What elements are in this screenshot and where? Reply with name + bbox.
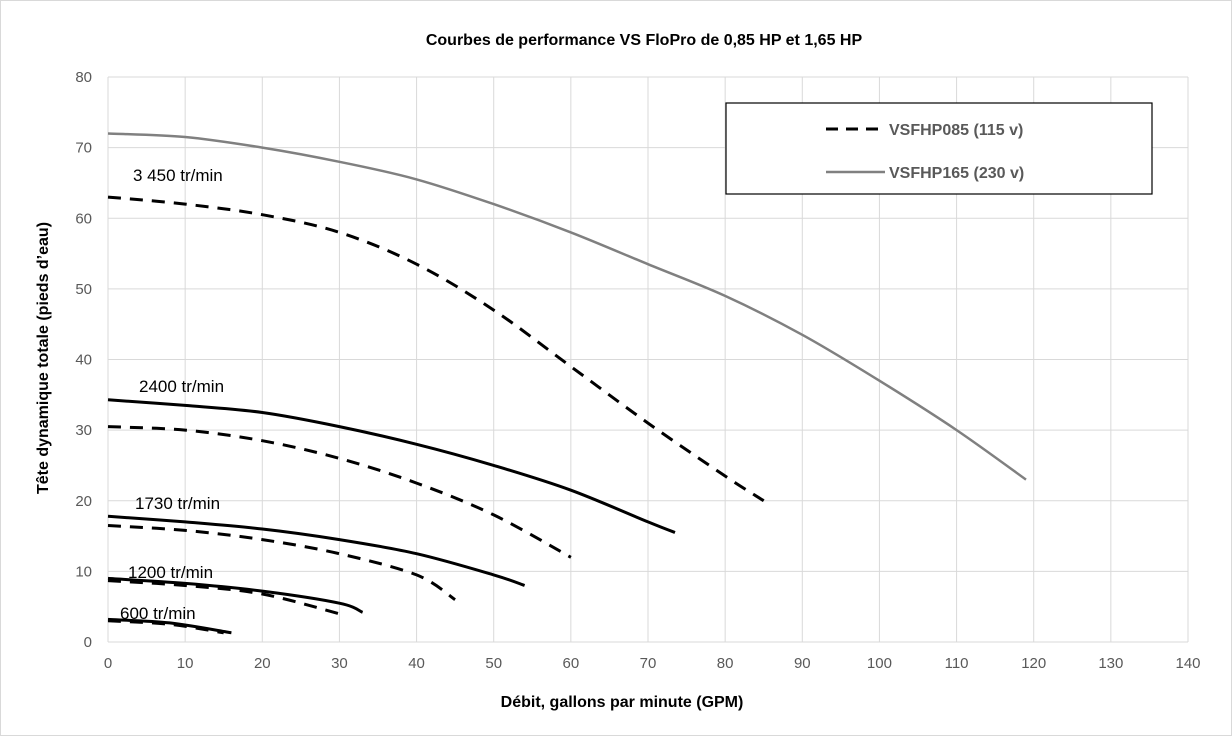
series-line-vsfhp165 — [107, 132, 1027, 481]
legend-box — [725, 102, 1153, 195]
series-line-vsfhp165-1200 — [107, 576, 364, 614]
series-line-vsfhp085-1730 — [107, 524, 456, 601]
x-tick-label: 30 — [331, 655, 348, 672]
y-tick-label: 80 — [75, 69, 92, 86]
y-tick-labels: 0 10 20 30 40 50 60 70 80 — [75, 69, 92, 651]
y-tick-label: 30 — [75, 422, 92, 439]
x-tick-label: 10 — [177, 655, 194, 672]
x-tick-label: 0 — [104, 655, 112, 672]
rpm-label-2400: 2400 tr/min — [139, 377, 224, 396]
series-lines — [107, 132, 1027, 635]
legend-label-vsfhp085: VSFHP085 (115 v) — [889, 122, 1023, 139]
x-tick-label: 100 — [867, 655, 892, 672]
x-tick-label: 60 — [563, 655, 580, 672]
series-line-vsfhp165-1730 — [107, 514, 526, 587]
x-axis-title: Débit, gallons par minute (GPM) — [501, 694, 744, 711]
legend-label-vsfhp165: VSFHP165 (230 v) — [889, 165, 1024, 182]
y-tick-label: 10 — [75, 563, 92, 580]
rpm-label-600: 600 tr/min — [120, 604, 196, 623]
chart-title: Courbes de performance VS FloPro de 0,85… — [426, 32, 863, 49]
rpm-label-1730: 1730 tr/min — [135, 494, 220, 513]
y-axis-title: Tête dynamique totale (pieds d’eau) — [35, 222, 52, 494]
series-line-vsfhp085-2400 — [107, 425, 572, 559]
legend: VSFHP085 (115 v) VSFHP165 (230 v) — [725, 102, 1153, 195]
x-tick-label: 20 — [254, 655, 271, 672]
y-tick-label: 50 — [75, 281, 92, 298]
series-line-vsfhp165-2400 — [107, 398, 676, 534]
x-tick-label: 70 — [640, 655, 657, 672]
y-tick-label: 20 — [75, 493, 92, 510]
rpm-label-3450: 3 450 tr/min — [133, 166, 223, 185]
y-tick-label: 60 — [75, 210, 92, 227]
x-tick-label: 90 — [794, 655, 811, 672]
y-tick-label: 0 — [84, 634, 92, 651]
x-tick-label: 140 — [1175, 655, 1200, 672]
series-line-vsfhp085-3450 — [107, 195, 765, 503]
x-tick-label: 110 — [945, 655, 969, 672]
x-tick-label: 50 — [485, 655, 502, 672]
x-tick-labels: 0 10 20 30 40 50 60 70 80 90 100 110 120 130 140 — [104, 655, 1201, 672]
y-tick-label: 40 — [75, 352, 92, 369]
x-tick-label: 40 — [408, 655, 425, 672]
x-tick-label: 120 — [1021, 655, 1046, 672]
rpm-label-1200: 1200 tr/min — [128, 563, 213, 582]
series-line-vsfhp085-1200 — [107, 579, 340, 616]
y-tick-label: 70 — [75, 140, 92, 157]
x-tick-label: 130 — [1098, 655, 1123, 672]
x-tick-label: 80 — [717, 655, 734, 672]
